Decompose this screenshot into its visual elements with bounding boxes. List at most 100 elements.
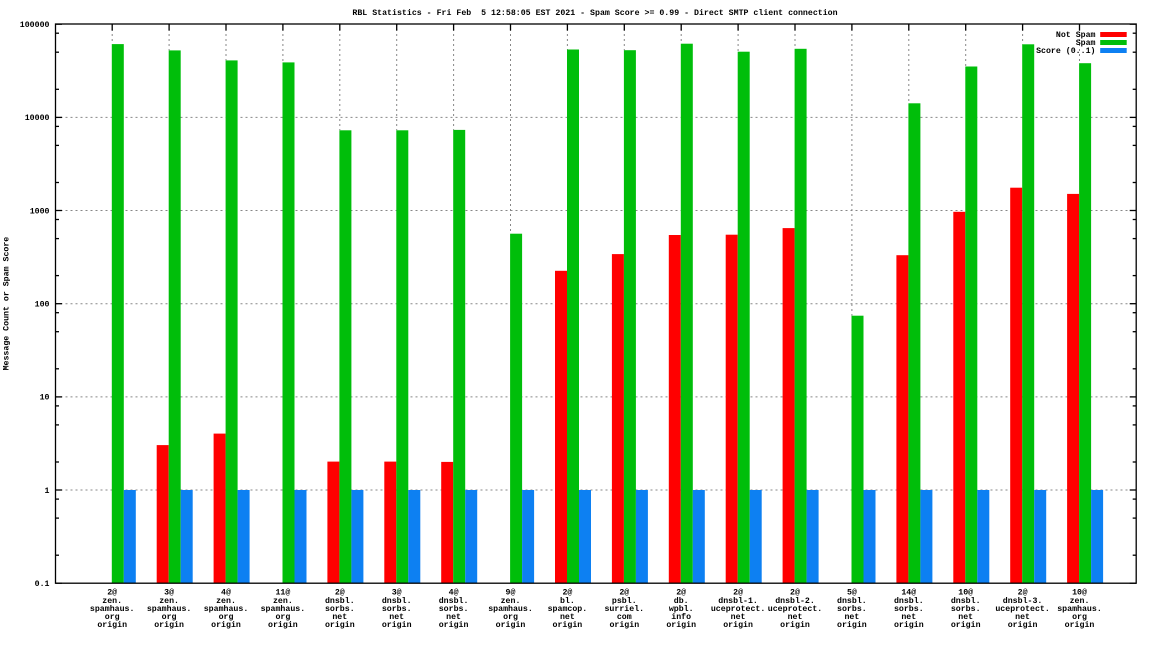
svg-text:com: com — [617, 613, 632, 622]
svg-text:origin: origin — [211, 620, 241, 630]
svg-text:10: 10 — [40, 394, 50, 403]
svg-text:zen.: zen. — [102, 597, 122, 606]
svg-text:origin: origin — [1008, 620, 1038, 630]
svg-text:org: org — [219, 613, 234, 622]
svg-text:origin: origin — [837, 620, 867, 630]
svg-text:uceprotect.: uceprotect. — [768, 605, 822, 614]
svg-text:Spam: Spam — [1076, 39, 1096, 48]
svg-text:sorbs.: sorbs. — [439, 604, 469, 614]
svg-text:wpbl.: wpbl. — [669, 604, 694, 614]
svg-text:net: net — [901, 613, 916, 622]
svg-text:origin: origin — [268, 620, 298, 630]
svg-text:zen.: zen. — [159, 597, 179, 606]
svg-text:net: net — [560, 613, 575, 622]
svg-text:2@: 2@ — [1018, 588, 1028, 598]
svg-text:dnsbl-1.: dnsbl-1. — [718, 596, 758, 606]
svg-text:org: org — [105, 613, 120, 622]
svg-text:dnsbl.: dnsbl. — [894, 596, 924, 606]
svg-text:9@: 9@ — [506, 588, 516, 598]
svg-text:Message Count or Spam Score: Message Count or Spam Score — [3, 237, 12, 371]
svg-text:10000: 10000 — [25, 114, 50, 123]
svg-text:origin: origin — [894, 620, 924, 630]
svg-text:spamhaus.: spamhaus. — [1057, 604, 1102, 614]
svg-text:3@: 3@ — [392, 588, 402, 598]
svg-text:bl.: bl. — [560, 596, 575, 606]
svg-text:zen.: zen. — [273, 597, 293, 606]
svg-text:Score (0..1): Score (0..1) — [1036, 46, 1095, 56]
svg-text:4@: 4@ — [449, 588, 459, 598]
svg-text:RBL Statistics - Fri Feb 5 12: RBL Statistics - Fri Feb 5 12:58:05 EST … — [352, 8, 837, 18]
svg-text:3@: 3@ — [164, 588, 174, 598]
svg-text:2@: 2@ — [107, 588, 117, 598]
svg-text:origin: origin — [496, 620, 526, 630]
svg-text:sorbs.: sorbs. — [894, 604, 924, 614]
svg-text:net: net — [446, 613, 461, 622]
svg-text:net: net — [332, 613, 347, 622]
svg-text:5@: 5@ — [847, 588, 857, 598]
svg-text:info: info — [671, 612, 691, 622]
svg-text:2@: 2@ — [562, 588, 572, 598]
svg-text:origin: origin — [723, 620, 753, 630]
svg-text:psbl.: psbl. — [612, 596, 637, 606]
svg-text:net: net — [1015, 613, 1030, 622]
svg-text:2@: 2@ — [790, 588, 800, 598]
svg-text:sorbs.: sorbs. — [837, 604, 867, 614]
svg-text:spamhaus.: spamhaus. — [488, 604, 533, 614]
svg-text:dnsbl-3.: dnsbl-3. — [1003, 596, 1043, 606]
svg-text:origin: origin — [666, 620, 696, 630]
svg-text:spamhaus.: spamhaus. — [261, 604, 306, 614]
svg-text:dnsbl.: dnsbl. — [439, 596, 469, 606]
svg-text:origin: origin — [780, 620, 810, 630]
svg-text:2@: 2@ — [733, 588, 743, 598]
svg-text:zen.: zen. — [501, 597, 521, 606]
svg-text:origin: origin — [382, 620, 412, 630]
svg-text:org: org — [503, 613, 518, 622]
svg-text:origin: origin — [97, 620, 127, 630]
svg-text:100: 100 — [35, 301, 50, 310]
svg-text:origin: origin — [439, 620, 469, 630]
svg-text:10@: 10@ — [1072, 588, 1087, 598]
svg-text:spamhaus.: spamhaus. — [147, 604, 192, 614]
svg-text:spamhaus.: spamhaus. — [204, 604, 249, 614]
svg-text:sorbs.: sorbs. — [951, 604, 981, 614]
svg-text:origin: origin — [951, 620, 981, 630]
svg-text:org: org — [275, 613, 290, 622]
svg-text:org: org — [1072, 613, 1087, 622]
svg-text:uceprotect.: uceprotect. — [995, 605, 1049, 614]
svg-text:Not Spam: Not Spam — [1056, 31, 1096, 40]
svg-text:net: net — [958, 613, 973, 622]
svg-text:100000: 100000 — [20, 21, 50, 30]
svg-text:10@: 10@ — [958, 588, 973, 598]
svg-text:zen.: zen. — [1070, 597, 1090, 606]
svg-text:sorbs.: sorbs. — [325, 604, 355, 614]
svg-text:dnsbl.: dnsbl. — [951, 596, 981, 606]
svg-text:net: net — [389, 613, 404, 622]
svg-text:2@: 2@ — [619, 588, 629, 598]
svg-text:origin: origin — [1065, 620, 1095, 630]
svg-text:0.1: 0.1 — [35, 580, 50, 589]
svg-text:net: net — [731, 613, 746, 622]
svg-text:net: net — [844, 613, 859, 622]
svg-text:uceprotect.: uceprotect. — [711, 605, 765, 614]
svg-text:14@: 14@ — [901, 588, 916, 598]
svg-text:surriel.: surriel. — [604, 604, 644, 614]
svg-text:spamcop.: spamcop. — [548, 605, 588, 614]
svg-text:11@: 11@ — [275, 588, 290, 598]
svg-text:db.: db. — [674, 596, 689, 606]
svg-text:net: net — [788, 613, 803, 622]
svg-text:dnsbl.: dnsbl. — [325, 596, 355, 606]
svg-text:dnsbl-2.: dnsbl-2. — [775, 596, 815, 606]
svg-text:org: org — [162, 613, 177, 622]
svg-text:2@: 2@ — [335, 588, 345, 598]
svg-text:1: 1 — [45, 487, 50, 496]
svg-text:2@: 2@ — [676, 588, 686, 598]
svg-text:origin: origin — [609, 620, 639, 630]
svg-text:spamhaus.: spamhaus. — [90, 604, 135, 614]
svg-text:4@: 4@ — [221, 588, 231, 598]
svg-text:origin: origin — [325, 620, 355, 630]
svg-text:zen.: zen. — [216, 597, 236, 606]
svg-text:sorbs.: sorbs. — [382, 604, 412, 614]
svg-text:origin: origin — [553, 620, 583, 630]
svg-text:origin: origin — [154, 620, 184, 630]
svg-text:1000: 1000 — [30, 207, 50, 216]
